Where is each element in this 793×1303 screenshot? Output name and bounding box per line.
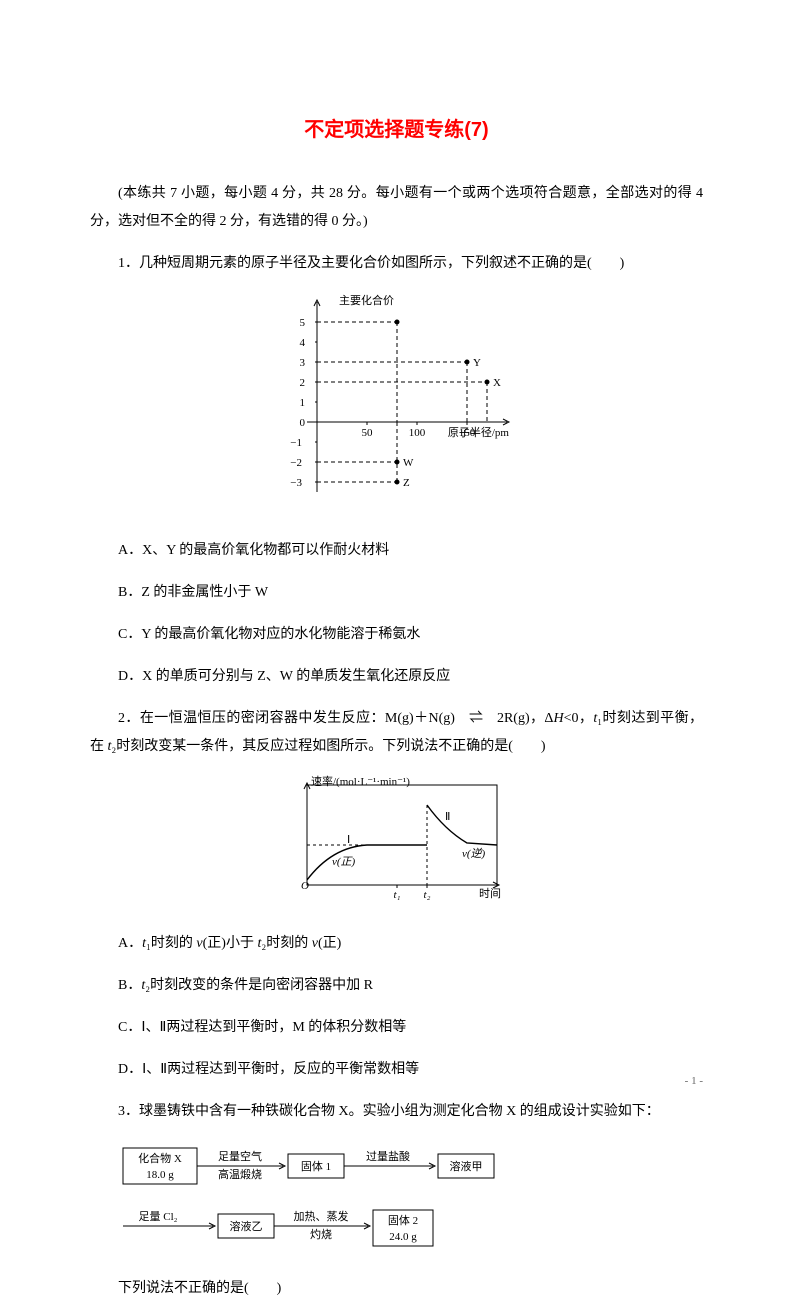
svg-text:溶液甲: 溶液甲 <box>450 1159 483 1173</box>
svg-text:加热、蒸发: 加热、蒸发 <box>294 1209 349 1223</box>
svg-text:−3: −3 <box>290 477 302 489</box>
q2-opt-b: B．t₂时刻改变的条件是向密闭容器中加 R <box>90 972 703 1000</box>
q1-xlabel: 原子半径/pm <box>447 425 509 439</box>
svg-text:足量 Cl₂: 足量 Cl₂ <box>139 1210 178 1223</box>
intro-text: (本练共 7 小题，每小题 4 分，共 28 分。每小题有一个或两个选项符合题意… <box>90 180 703 236</box>
q2-opt-a: A．t₁时刻的 v(正)小于 t₂时刻的 v(正) <box>90 930 703 958</box>
q1-opt-b: B．Z 的非金属性小于 W <box>90 579 703 607</box>
svg-text:固体 1: 固体 1 <box>301 1159 331 1173</box>
svg-text:高温煅烧: 高温煅烧 <box>218 1167 262 1181</box>
svg-text:4: 4 <box>299 337 305 349</box>
svg-text:过量盐酸: 过量盐酸 <box>366 1149 410 1163</box>
svg-text:t₁: t₁ <box>393 889 400 901</box>
svg-text:18.0 g: 18.0 g <box>146 1169 174 1181</box>
q1-opt-d: D．X 的单质可分别与 Z、W 的单质发生氧化还原反应 <box>90 663 703 691</box>
q2-xlabel: 时间 <box>479 887 501 900</box>
svg-text:足量空气: 足量空气 <box>218 1149 262 1163</box>
q1-opt-c: C．Y 的最高价氧化物对应的水化物能溶于稀氨水 <box>90 621 703 649</box>
page-number: - 1 - <box>685 1070 703 1092</box>
q2-stem: 2．在一恒温恒压的密闭容器中发生反应：M(g)＋N(g) ⇌ 2R(g)，ΔH<… <box>90 705 703 761</box>
svg-text:50: 50 <box>361 427 373 439</box>
svg-text:v(逆): v(逆) <box>462 847 486 860</box>
q3-flowchart: 化合物 X 18.0 g 足量空气 高温煅烧 固体 1 过量盐酸 溶液甲 足量 … <box>90 1140 703 1261</box>
svg-text:3: 3 <box>299 357 305 369</box>
q1-chart: 5 4 3 2 1 0 −1 −2 −3 50 100 150 主要化合价 <box>90 292 703 523</box>
q2-ylabel: 速率/(mol·L⁻¹·min⁻¹) <box>311 775 410 788</box>
q1-opt-a: A．X、Y 的最高价氧化物都可以作耐火材料 <box>90 537 703 565</box>
svg-text:2: 2 <box>299 377 305 389</box>
q1-ylabel: 主要化合价 <box>339 293 394 307</box>
svg-text:Ⅰ: Ⅰ <box>347 834 350 846</box>
svg-text:0: 0 <box>299 417 305 429</box>
svg-text:固体 2: 固体 2 <box>388 1213 418 1227</box>
svg-text:5: 5 <box>299 317 305 329</box>
svg-text:Ⅱ: Ⅱ <box>445 811 450 823</box>
q2-opt-c: C．Ⅰ、Ⅱ两过程达到平衡时，M 的体积分数相等 <box>90 1014 703 1042</box>
q2-opt-d: D．Ⅰ、Ⅱ两过程达到平衡时，反应的平衡常数相等 <box>90 1056 703 1084</box>
svg-text:O: O <box>301 880 309 892</box>
svg-text:Y: Y <box>473 357 481 369</box>
svg-text:−2: −2 <box>290 457 302 469</box>
q3-close: 下列说法不正确的是( ) <box>90 1275 703 1303</box>
svg-text:1: 1 <box>299 397 305 409</box>
svg-text:24.0 g: 24.0 g <box>389 1231 417 1243</box>
svg-text:−1: −1 <box>290 437 302 449</box>
svg-text:100: 100 <box>408 427 425 439</box>
svg-text:溶液乙: 溶液乙 <box>230 1219 263 1233</box>
q2-chart: 速率/(mol·L⁻¹·min⁻¹) 时间 O t₁ t₂ Ⅰ <box>90 775 703 916</box>
svg-text:v(正): v(正) <box>332 856 356 868</box>
svg-text:W: W <box>403 457 414 469</box>
svg-text:Z: Z <box>403 477 410 489</box>
svg-text:X: X <box>493 377 501 389</box>
svg-text:灼烧: 灼烧 <box>310 1227 332 1241</box>
page-title: 不定项选择题专练(7) <box>90 110 703 150</box>
svg-text:t₂: t₂ <box>423 889 430 901</box>
svg-text:化合物 X: 化合物 X <box>138 1151 182 1165</box>
q1-stem: 1．几种短周期元素的原子半径及主要化合价如图所示，下列叙述不正确的是( ) <box>90 250 703 278</box>
